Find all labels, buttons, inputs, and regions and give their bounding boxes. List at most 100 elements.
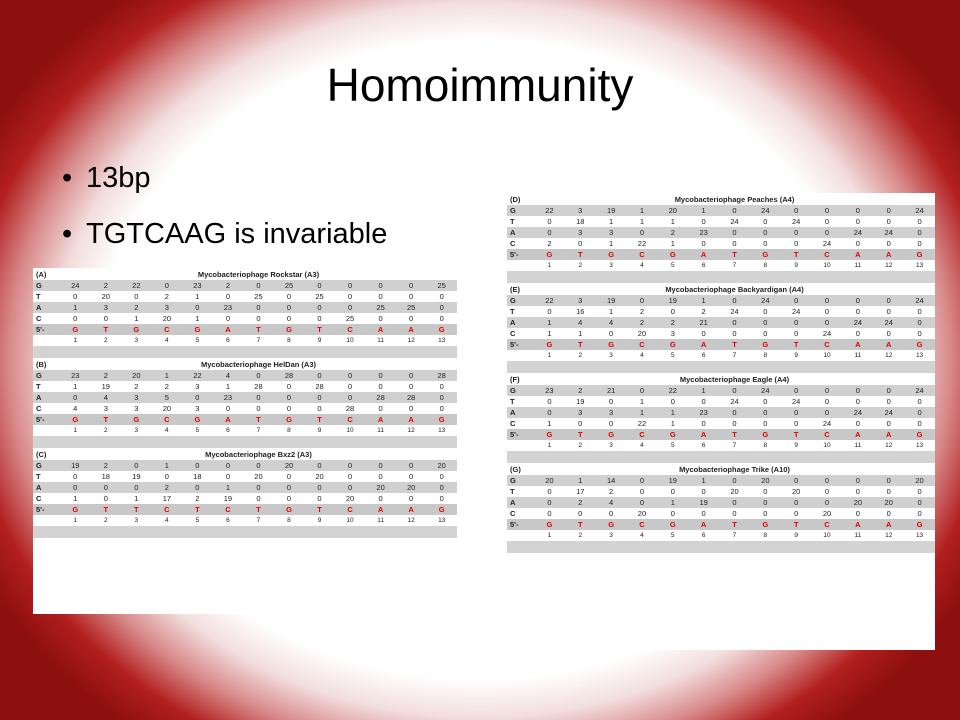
count-cell: 19	[121, 471, 152, 482]
position-number: 8	[749, 440, 781, 451]
consensus-base: C	[811, 249, 843, 260]
position-number: 2	[564, 440, 596, 451]
count-cell: 3	[121, 392, 152, 403]
position-number: 5	[182, 425, 213, 436]
panel-label: (E)	[507, 283, 534, 295]
consensus-base: A	[842, 429, 874, 440]
count-row: T 0 17 2 0 0 0 20 0 20 0 0 0 0	[507, 486, 935, 497]
position-number: 2	[564, 350, 596, 361]
count-cell: 0	[780, 295, 812, 306]
position-number: 13	[904, 350, 935, 361]
count-row: C 4 3 3 20 3 0 0 0 0 28 0 0 0	[33, 403, 457, 414]
count-cell: 0	[426, 482, 457, 493]
position-number: 9	[780, 440, 812, 451]
figure-right: (D) Mycobacteriophage Peaches (A4) G 22 3 19 1…	[507, 193, 935, 650]
consensus-base: A	[365, 414, 396, 425]
count-cell: 2	[657, 317, 689, 328]
base-label: A	[507, 407, 534, 418]
count-cell: 0	[121, 291, 152, 302]
count-cell: 2	[90, 370, 122, 381]
position-number: 1	[534, 260, 565, 271]
count-row: T 1 19 2 2 3 1 28 0 28 0 0 0 0	[33, 381, 457, 392]
count-row: T 0 20 0 2 1 0 25 0 25 0 0 0 0	[33, 291, 457, 302]
section-gap	[33, 526, 457, 538]
consensus-base: T	[719, 519, 750, 530]
count-cell: 0	[873, 328, 905, 339]
count-cell: 0	[719, 508, 750, 519]
count-cell: 0	[90, 313, 122, 324]
five-prime-label: 5'-	[507, 339, 534, 350]
consensus-base: A	[873, 339, 905, 350]
position-number: 6	[688, 530, 720, 541]
count-cell: 0	[842, 328, 874, 339]
count-cell: 24	[904, 295, 935, 306]
consensus-base: G	[182, 414, 213, 425]
count-cell: 19	[564, 396, 596, 407]
consensus-base: G	[749, 429, 781, 440]
count-cell: 0	[365, 313, 396, 324]
position-number: 12	[395, 515, 427, 526]
count-cell: 22	[121, 280, 152, 291]
count-cell: 0	[595, 328, 627, 339]
consensus-base: G	[60, 414, 91, 425]
consensus-base: A	[873, 519, 905, 530]
count-cell: 0	[426, 403, 457, 414]
count-row: G 22 3 19 1 20 1 0 24 0 0 0 0 24	[507, 205, 935, 216]
count-cell: 20	[304, 471, 335, 482]
panel-label: (B)	[33, 358, 60, 370]
count-cell: 25	[334, 313, 366, 324]
position-row: 1 2 3 4 5 6 7 8 9 10 11 12 13	[507, 530, 935, 541]
count-cell: 0	[395, 280, 427, 291]
count-cell: 4	[90, 392, 122, 403]
count-cell: 22	[182, 370, 213, 381]
count-cell: 0	[243, 370, 274, 381]
count-cell: 0	[365, 471, 396, 482]
base-label: A	[507, 317, 534, 328]
count-cell: 0	[719, 205, 750, 216]
count-cell: 3	[182, 381, 213, 392]
count-cell: 1	[688, 475, 720, 486]
count-cell: 4	[564, 317, 596, 328]
consensus-base: C	[334, 414, 366, 425]
consensus-base: G	[749, 519, 781, 530]
count-cell: 24	[780, 216, 812, 227]
count-cell: 1	[212, 381, 244, 392]
consensus-base: A	[212, 414, 244, 425]
count-cell: 0	[60, 291, 91, 302]
count-cell: 0	[719, 385, 750, 396]
count-cell: 0	[749, 396, 781, 407]
base-label: G	[33, 280, 60, 291]
base-label: A	[507, 497, 534, 508]
count-cell: 0	[749, 306, 781, 317]
panel-label: (D)	[507, 193, 534, 205]
consensus-row: 5'- G T G C G A T G T C A A G	[507, 519, 935, 530]
count-cell: 0	[780, 407, 812, 418]
position-number: 7	[719, 350, 750, 361]
count-cell: 1	[182, 291, 213, 302]
count-cell: 4	[595, 497, 627, 508]
consensus-base: T	[719, 429, 750, 440]
count-cell: 24	[873, 407, 905, 418]
position-number: 7	[243, 335, 274, 346]
count-cell: 1	[657, 216, 689, 227]
count-cell: 19	[595, 295, 627, 306]
count-cell: 0	[273, 313, 305, 324]
count-cell: 1	[564, 475, 596, 486]
consensus-base: A	[688, 339, 720, 350]
position-number: 1	[60, 515, 91, 526]
count-cell: 0	[749, 216, 781, 227]
count-cell: 3	[182, 403, 213, 414]
count-cell: 19	[595, 205, 627, 216]
count-cell: 0	[365, 280, 396, 291]
count-cell: 0	[904, 396, 935, 407]
count-cell: 0	[534, 216, 565, 227]
count-cell: 2	[121, 302, 152, 313]
panel-name: Mycobacteriophage Peaches (A4)	[534, 193, 935, 205]
count-cell: 0	[904, 216, 935, 227]
position-number: 3	[595, 530, 627, 541]
count-cell: 0	[904, 328, 935, 339]
count-cell: 24	[749, 385, 781, 396]
count-cell: 0	[182, 482, 213, 493]
position-number: 11	[842, 260, 874, 271]
consensus-base: C	[626, 519, 658, 530]
